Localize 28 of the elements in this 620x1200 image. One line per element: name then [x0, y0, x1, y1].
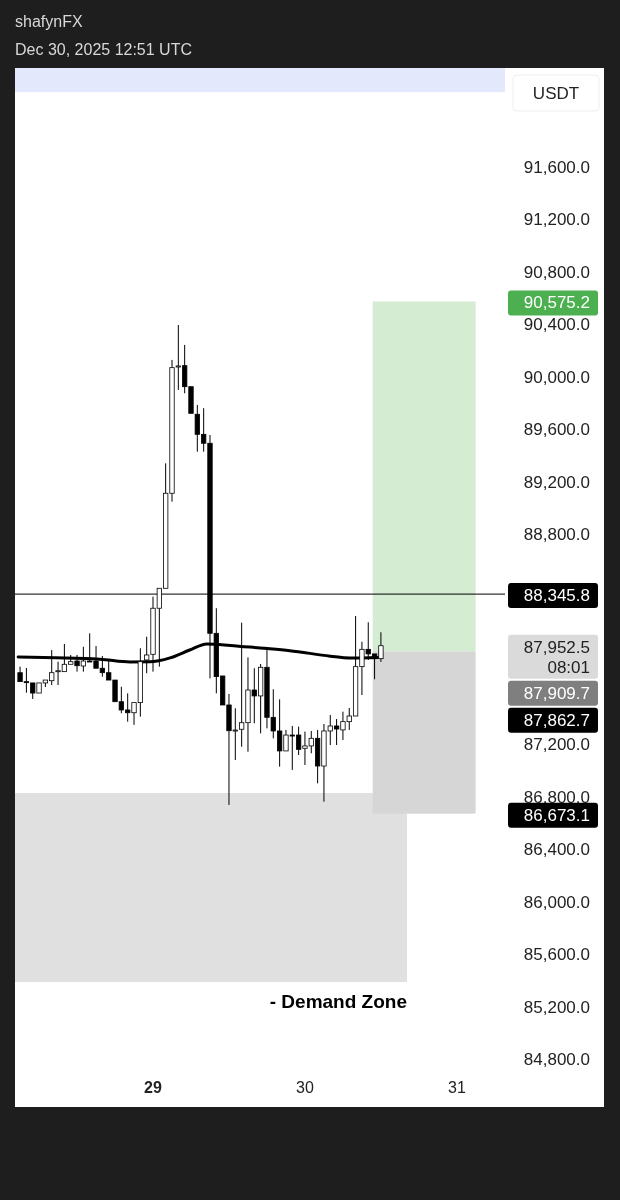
y-tick-label: 84,800.0	[523, 1050, 590, 1070]
y-tick-label: 88,800.0	[523, 525, 590, 545]
x-tick-label: 30	[296, 1079, 314, 1096]
y-tick-label: 91,200.0	[523, 210, 590, 230]
chart-subtitle: Dec 30, 2025 12:51 UTC	[15, 41, 192, 58]
x-tick-label: 29	[144, 1079, 163, 1096]
ref-line-label: 88,345.8	[523, 586, 590, 606]
chart-title: shafynFX	[15, 13, 83, 30]
y-tick-label: 87,200.0	[523, 735, 590, 755]
y-axis-title: USDT	[532, 84, 580, 103]
y-tick-label: 89,200.0	[523, 472, 590, 492]
y-tick-label: 89,600.0	[523, 420, 590, 440]
y-tick-label: 90,800.0	[523, 262, 590, 282]
band-label: 90,575.2	[523, 293, 590, 313]
y-tick-label: 86,400.0	[523, 840, 590, 860]
x-tick-label: 31	[447, 1079, 466, 1096]
y-tick-label: 85,600.0	[523, 945, 590, 965]
y-tick-label: 86,800.0	[523, 787, 590, 807]
text: 87,862.7	[523, 710, 590, 730]
y-tick-label: 90,400.0	[523, 315, 590, 335]
y-tick-label: 90,000.0	[523, 367, 590, 387]
band-label: 86,673.1	[523, 805, 590, 825]
text: 87,909.7	[523, 683, 590, 703]
y-tick-label: 85,200.0	[523, 997, 590, 1017]
text: 87,952.5 08:01	[523, 637, 590, 677]
y-tick-label: 91,600.0	[523, 157, 590, 177]
band-label: - Demand Zone	[269, 991, 407, 1013]
y-tick-label: 86,000.0	[523, 892, 590, 912]
